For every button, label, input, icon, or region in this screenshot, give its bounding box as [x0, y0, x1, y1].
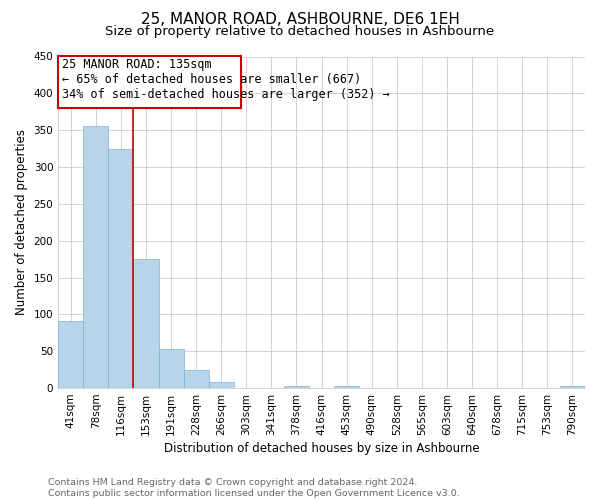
Bar: [184, 370, 209, 388]
Bar: [209, 382, 234, 388]
Bar: [334, 386, 359, 388]
Bar: [284, 386, 309, 388]
Y-axis label: Number of detached properties: Number of detached properties: [15, 130, 28, 316]
Bar: [58, 56, 241, 108]
Bar: [560, 386, 585, 388]
Bar: [58, 321, 83, 388]
Text: Size of property relative to detached houses in Ashbourne: Size of property relative to detached ho…: [106, 25, 494, 38]
Text: Contains HM Land Registry data © Crown copyright and database right 2024.
Contai: Contains HM Land Registry data © Crown c…: [48, 478, 460, 498]
Bar: [133, 259, 158, 388]
Text: 25 MANOR ROAD: 135sqm
← 65% of detached houses are smaller (667)
34% of semi-det: 25 MANOR ROAD: 135sqm ← 65% of detached …: [62, 58, 389, 101]
Bar: [83, 126, 109, 388]
X-axis label: Distribution of detached houses by size in Ashbourne: Distribution of detached houses by size …: [164, 442, 479, 455]
Bar: [158, 349, 184, 388]
Bar: [109, 148, 133, 388]
Text: 25, MANOR ROAD, ASHBOURNE, DE6 1EH: 25, MANOR ROAD, ASHBOURNE, DE6 1EH: [140, 12, 460, 28]
